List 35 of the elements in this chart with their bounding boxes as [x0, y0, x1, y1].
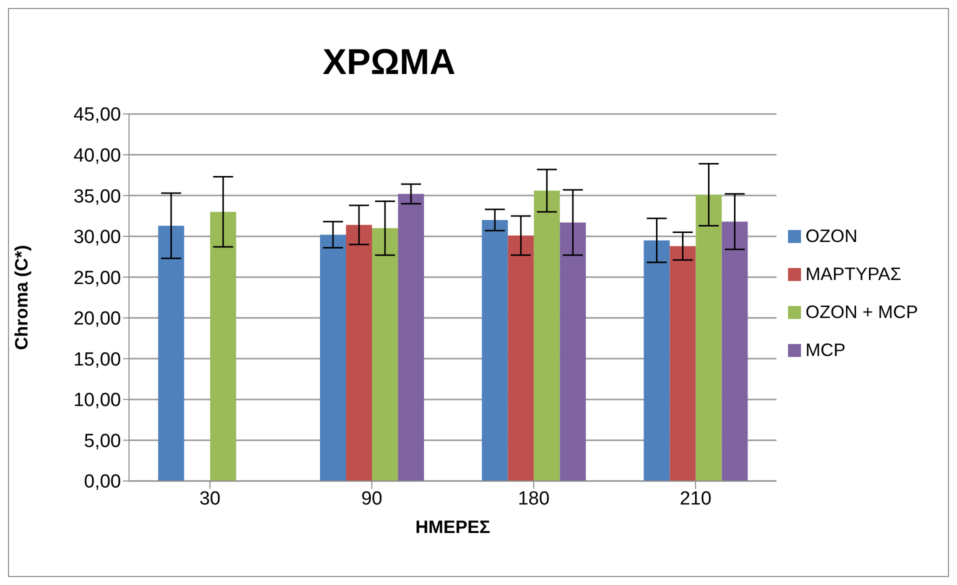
bar: [398, 194, 424, 481]
y-tick-label: 0,00: [84, 472, 121, 493]
y-tick-label: 35,00: [73, 186, 121, 208]
y-tick-label: 40,00: [73, 146, 121, 167]
bar: [560, 222, 586, 481]
y-axis-title: Chroma (C*): [11, 244, 32, 350]
bar: [722, 222, 748, 481]
bar: [508, 236, 534, 481]
legend-label: OZON + MCP: [805, 302, 918, 322]
x-axis-title: ΗΜΕΡΕΣ: [415, 517, 490, 537]
y-tick-label: 5,00: [84, 430, 121, 452]
y-tick-label: 30,00: [73, 227, 121, 248]
x-tick-label: 30: [199, 488, 221, 510]
y-tick-label: 45,00: [73, 104, 121, 126]
y-tick-label: 25,00: [73, 268, 121, 289]
bar: [346, 224, 372, 481]
chart-title: ΧΡΩΜΑ: [322, 41, 456, 83]
y-tick-label: 20,00: [73, 308, 121, 330]
bar: [534, 190, 560, 481]
x-tick-label: 180: [518, 488, 550, 510]
bar: [482, 220, 508, 481]
bar: [696, 194, 722, 481]
bar: [320, 234, 346, 481]
bar: [158, 226, 184, 481]
bar: [372, 228, 398, 481]
legend-label: ΜΑΡΤΥΡΑΣ: [805, 264, 902, 284]
bar: [210, 212, 236, 481]
bar: [670, 246, 696, 481]
x-tick-label: 210: [680, 488, 712, 510]
legend-label: MCP: [805, 340, 846, 360]
y-tick-label: 10,00: [73, 390, 121, 412]
legend-label: OZON: [805, 226, 858, 246]
y-tick-label: 15,00: [73, 349, 121, 370]
x-tick-label: 90: [361, 488, 382, 510]
bar: [644, 240, 670, 481]
